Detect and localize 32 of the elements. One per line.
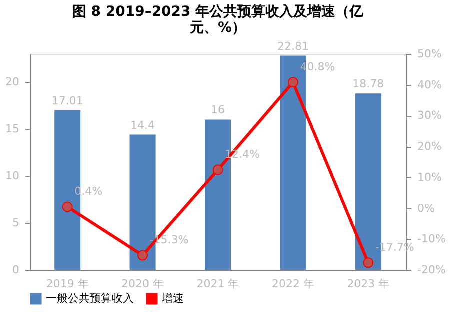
data-label: 16 — [211, 104, 225, 117]
x-tick-label: 2021 年 — [196, 278, 240, 290]
y-tick-label: 0 — [12, 264, 20, 276]
text: 元、%） — [190, 20, 246, 36]
point — [363, 258, 374, 268]
point — [212, 164, 224, 176]
data-label: 14.4 — [130, 118, 156, 132]
y-tick-label: 10 — [6, 170, 20, 183]
point — [62, 202, 73, 212]
y-tick-label: 20 — [6, 76, 20, 89]
y2-tick-label: 50% — [418, 48, 442, 60]
data-label: 18.78 — [352, 78, 384, 91]
y2-tick-label: 10% — [418, 170, 442, 184]
y2-tick-label: 40% — [418, 78, 442, 92]
y2-tick-label: 30% — [418, 109, 442, 122]
x-tick-label: 2023 年 — [347, 278, 390, 290]
y2-tick-label: -20% — [418, 264, 446, 276]
x-tick-label: 2019 年 — [46, 278, 89, 290]
data-label: 17.01 — [52, 94, 84, 108]
x-tick-label: 2022 年 — [272, 278, 314, 290]
legend-label: 增速 — [161, 292, 184, 305]
legend-label: 一般公共预算收入 — [46, 292, 134, 305]
y-tick-label: 15 — [6, 122, 20, 136]
y2-tick-label: 0% — [418, 202, 435, 215]
point — [288, 77, 298, 88]
point — [138, 250, 148, 261]
y2-tick-label: 20% — [418, 140, 442, 154]
text: 图 8 2019–2023 年公共预算收入及增速（亿 — [72, 4, 364, 20]
y-tick-label: 5 — [12, 216, 20, 230]
y2-tick-label: -10% — [418, 232, 446, 246]
data-label: 22.81 — [277, 40, 309, 53]
x-tick-label: 2020 年 — [122, 278, 164, 290]
